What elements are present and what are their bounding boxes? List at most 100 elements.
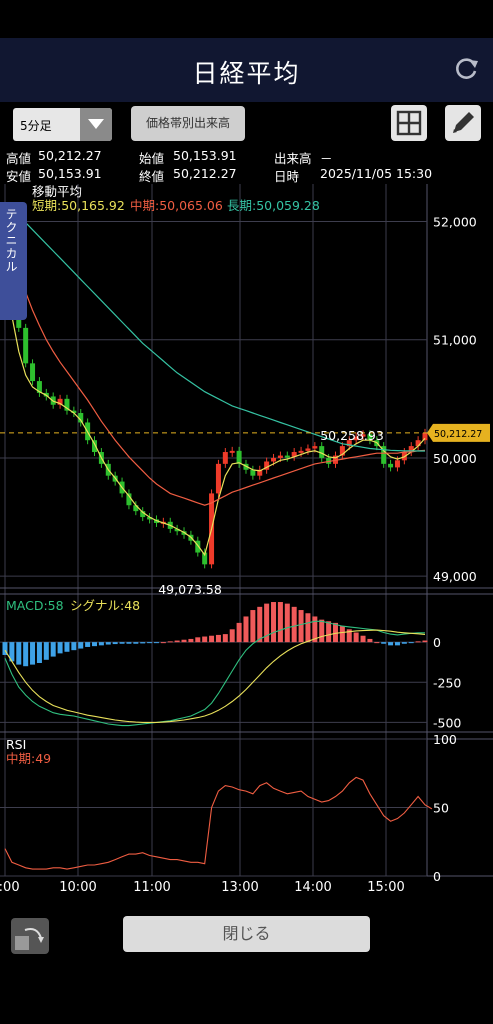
candle	[312, 446, 318, 449]
y-tick-label: -500	[433, 715, 461, 730]
candle	[381, 446, 387, 464]
macd-bar	[195, 637, 201, 643]
grid-icon	[396, 110, 422, 136]
macd-bar	[133, 642, 139, 644]
macd-bar	[305, 613, 311, 643]
refresh-icon[interactable]	[453, 56, 479, 82]
macd-bar	[209, 635, 215, 643]
candle	[271, 457, 277, 462]
macd-bar	[367, 638, 373, 643]
ma-legend-item: 中期:50,065.06	[130, 198, 223, 213]
macd-bar	[374, 642, 380, 644]
macd-bar	[43, 642, 49, 660]
candles	[2, 235, 428, 569]
volume-label: 出来高	[274, 151, 312, 166]
x-tick-label: 15:00	[367, 880, 404, 892]
macd-bar	[85, 642, 91, 647]
rotate-button[interactable]	[11, 918, 49, 954]
macd-bar	[202, 636, 208, 643]
high-label: 高値	[6, 151, 32, 166]
macd-bar	[298, 610, 304, 643]
ma-line-中期	[4, 238, 426, 506]
macd-bar	[264, 603, 270, 643]
candle	[133, 505, 139, 512]
candle	[305, 448, 311, 451]
y-tick-label: 51,000	[433, 333, 477, 348]
macd-bar	[319, 619, 325, 643]
candle	[202, 552, 208, 565]
macd-bar	[147, 642, 153, 644]
macd-bar	[291, 606, 297, 643]
y-tick-label: 50	[433, 801, 449, 816]
volume-profile-button[interactable]: 価格帯別出来高	[131, 106, 245, 141]
macd-bar	[388, 642, 394, 646]
x-tick-label: 9:00	[0, 880, 20, 892]
x-tick-label: 13:00	[221, 880, 258, 892]
candle	[264, 461, 270, 470]
macd-bar	[98, 642, 104, 646]
candle	[422, 432, 428, 441]
macd-bar	[236, 622, 242, 643]
open-value: 50,153.91	[173, 148, 237, 163]
draw-button[interactable]	[445, 105, 481, 141]
macd-bar	[140, 642, 146, 644]
macd-bar	[415, 641, 421, 643]
rsi-line	[4, 776, 433, 870]
candle	[78, 413, 84, 423]
candle	[215, 463, 221, 494]
y-tick-label: 50,000	[433, 451, 477, 466]
stock-chart[interactable]: 9:00 10:00 11:00 13:00 14:00 15:00 52,000 51,00…	[0, 184, 493, 892]
signal-line	[4, 629, 426, 723]
close-value: 50,212.27	[173, 166, 237, 181]
datetime-value: 2025/11/05 15:30	[320, 166, 433, 181]
macd-bar	[105, 642, 111, 645]
macd-bar	[167, 641, 173, 643]
pencil-icon	[453, 112, 474, 133]
macd-bar	[2, 642, 8, 655]
candle	[229, 450, 235, 453]
candle	[236, 450, 242, 464]
macd-bar	[160, 642, 166, 644]
macd-bar	[71, 642, 77, 651]
technical-tab[interactable]: テクニカル	[0, 202, 27, 320]
candle	[250, 469, 256, 476]
x-tick-label: 10:00	[59, 880, 96, 892]
macd-bar	[339, 626, 345, 643]
candle	[394, 460, 400, 468]
candle	[140, 511, 146, 518]
macd-bar	[119, 642, 125, 644]
candle	[291, 452, 297, 457]
status-bar	[0, 0, 493, 38]
price-info: 高値 50,212.27 始値 50,153.91 出来高 － 安値 50,15…	[0, 146, 493, 184]
macd-line	[4, 620, 425, 727]
macd-bar	[243, 616, 249, 643]
open-label: 始値	[139, 151, 165, 166]
macd-bar	[92, 642, 98, 647]
interval-select[interactable]: 5分足	[13, 108, 112, 141]
candle	[388, 463, 394, 468]
candle	[147, 517, 153, 520]
macd-legend-item: MACD:58	[6, 598, 64, 613]
macd-bar	[50, 642, 56, 657]
candle	[408, 446, 414, 453]
candle	[126, 493, 132, 506]
close-button[interactable]: 閉じる	[123, 916, 370, 952]
macd-bar	[284, 603, 290, 643]
layout-grid-button[interactable]	[391, 105, 427, 141]
macd-bar	[112, 642, 118, 645]
macd-bar	[381, 642, 387, 644]
close-label: 終値	[139, 169, 165, 184]
macd-bar	[346, 629, 352, 643]
y-tick-label: 52,000	[433, 214, 477, 229]
macd-bar	[401, 642, 407, 644]
header: 日経平均	[0, 38, 493, 102]
macd-bar	[332, 622, 338, 643]
x-tick-label: 14:00	[294, 880, 331, 892]
candle	[92, 440, 98, 453]
x-tick-label: 11:00	[133, 880, 170, 892]
macd-bar	[222, 634, 228, 643]
macd-bar	[174, 640, 180, 643]
macd-bar	[271, 602, 277, 643]
macd-bar	[422, 640, 428, 643]
candle	[319, 446, 325, 458]
